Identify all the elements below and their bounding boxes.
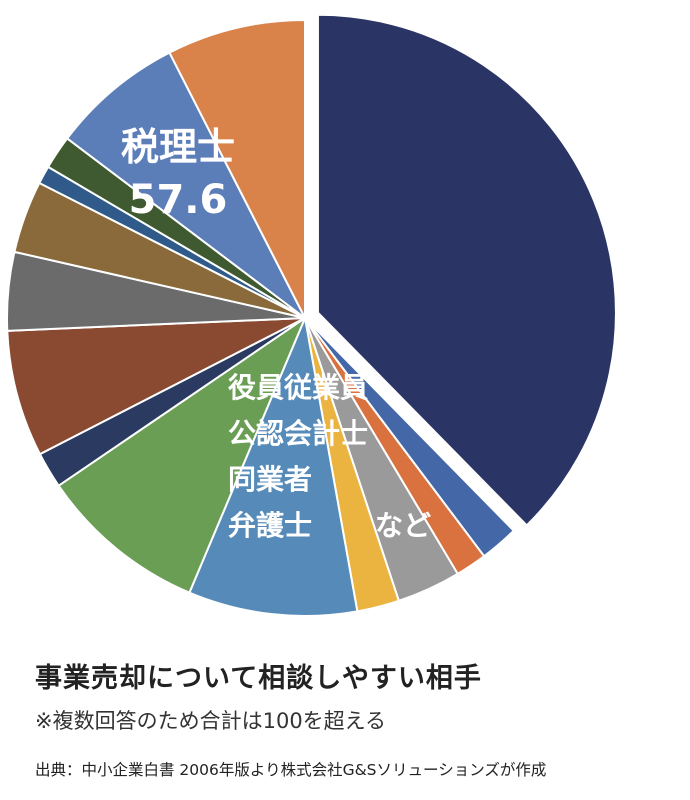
pie-chart-area: 税理士 57.6 役員従業員 公認会計士 同業者 弁護士 など xyxy=(6,13,617,617)
chart-title: 事業売却について相談しやすい相手 xyxy=(35,663,482,694)
pie-slice-13 xyxy=(65,51,306,319)
slice-value-zeirishi: 57.6 xyxy=(129,177,228,223)
annotation-line-4: 弁護士 xyxy=(228,509,312,542)
chart-source: 出典：中小企業白書 2006年版より株式会社G&Sソリューションズが作成 xyxy=(35,761,547,779)
pie-slice-14 xyxy=(168,18,306,319)
annotation-line-1: 役員従業員 xyxy=(228,371,368,404)
pie-slice-8 xyxy=(6,317,306,456)
pie-slice-0 xyxy=(316,13,617,527)
chart-note: ※複数回答のため合計は100を超える xyxy=(35,709,387,733)
annotation-line-3: 同業者 xyxy=(228,463,312,496)
pie-slice-5 xyxy=(188,314,359,617)
annotation-line-2: 公認会計士 xyxy=(228,417,368,450)
pie-chart: 税理士 57.6 役員従業員 公認会計士 同業者 弁護士 など xyxy=(6,13,617,617)
pie-slice-6 xyxy=(57,315,308,594)
annotation-line-5: など xyxy=(375,509,431,542)
slice-label-zeirishi: 税理士 xyxy=(121,125,235,169)
